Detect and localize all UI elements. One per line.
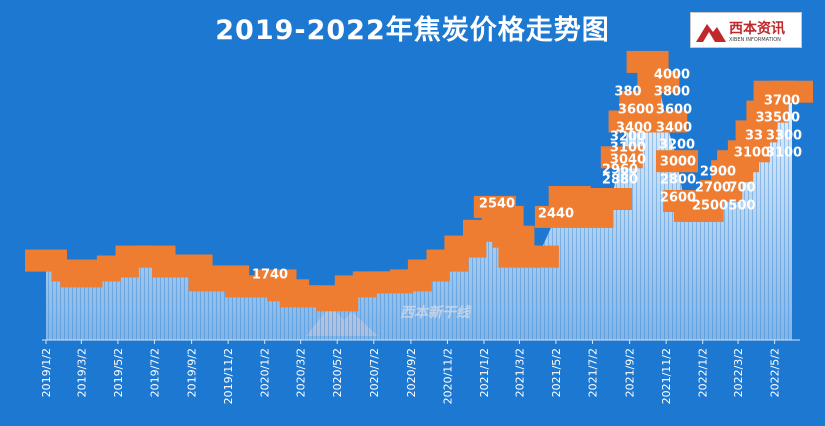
x-tick-label: 2021/1/2 bbox=[478, 348, 491, 397]
data-label: 2700 bbox=[695, 181, 731, 196]
x-tick-label: 2022/1/2 bbox=[697, 348, 710, 397]
x-tick-label: 2022/5/2 bbox=[769, 348, 782, 397]
data-label: 3400 bbox=[616, 121, 652, 136]
x-tick-label: 2021/9/2 bbox=[624, 348, 637, 397]
data-label: 2600 bbox=[660, 191, 696, 206]
data-label: 3040 bbox=[610, 153, 646, 168]
data-label-box bbox=[700, 180, 743, 202]
data-label: 2880 bbox=[602, 173, 638, 188]
data-label-box bbox=[681, 199, 724, 222]
data-label: 2960 bbox=[602, 163, 638, 178]
data-label-box bbox=[571, 205, 614, 228]
data-label: 3600 bbox=[618, 103, 654, 118]
x-tick-label: 2020/7/2 bbox=[368, 348, 381, 397]
x-tick-label: 2021/3/2 bbox=[513, 348, 526, 397]
logo-subtitle: XIBEN INFORMATION bbox=[729, 37, 781, 43]
data-label: 380 bbox=[614, 85, 641, 100]
data-label-box bbox=[608, 110, 651, 133]
x-tick-label: 2020/11/2 bbox=[442, 348, 455, 404]
data-label: 3100 bbox=[610, 141, 646, 156]
data-label: 2440 bbox=[538, 207, 574, 222]
data-label: 3100 bbox=[766, 146, 802, 161]
data-label: 3400 bbox=[656, 121, 692, 136]
data-label: 700 bbox=[728, 181, 755, 196]
data-label-box bbox=[637, 70, 680, 93]
mountain-logo-icon bbox=[696, 24, 726, 42]
data-label: 4000 bbox=[654, 68, 690, 83]
x-tick-label: 2019/9/2 bbox=[186, 348, 199, 397]
x-tick-label: 2020/3/2 bbox=[295, 348, 308, 397]
x-tick-label: 2019/5/2 bbox=[112, 348, 125, 397]
brand-logo: 西本资讯 XIBEN INFORMATION bbox=[690, 12, 802, 48]
data-label: 2800 bbox=[660, 173, 696, 188]
data-label-box bbox=[746, 100, 789, 123]
x-tick-label: 2020/1/2 bbox=[259, 348, 272, 397]
logo-name: 西本资讯 bbox=[729, 21, 785, 37]
data-label-box bbox=[492, 225, 535, 248]
data-label: 3700 bbox=[764, 94, 800, 109]
x-tick-label: 2019/1/2 bbox=[40, 348, 53, 397]
x-tick-label: 2020/5/2 bbox=[331, 348, 344, 397]
data-label-box bbox=[735, 120, 778, 143]
x-tick-label: 2022/3/2 bbox=[732, 348, 745, 397]
x-tick-label: 2019/7/2 bbox=[149, 348, 162, 397]
data-label-box bbox=[619, 90, 662, 113]
data-label: 3200 bbox=[659, 138, 695, 153]
x-tick-label: 2019/3/2 bbox=[75, 348, 88, 397]
x-tick-label: 2019/11/2 bbox=[222, 348, 235, 404]
data-label-box bbox=[771, 80, 813, 103]
data-label-box bbox=[590, 188, 632, 210]
data-label-box bbox=[600, 146, 643, 169]
watermark-text: 西本新干线 bbox=[400, 305, 470, 321]
data-label: 3600 bbox=[656, 103, 692, 118]
x-tick-label: 2021/11/2 bbox=[660, 348, 673, 404]
x-tick-label: 2021/7/2 bbox=[587, 348, 600, 397]
data-label: 3100 bbox=[734, 146, 770, 161]
data-label: 2500 bbox=[692, 199, 728, 214]
data-label: 500 bbox=[728, 199, 755, 214]
data-label: 3000 bbox=[660, 155, 696, 170]
data-label-box bbox=[516, 245, 559, 268]
data-label: 1740 bbox=[252, 268, 288, 283]
x-tick-label: 2020/9/2 bbox=[405, 348, 418, 397]
data-label-box bbox=[656, 150, 698, 173]
data-label: 3300 bbox=[766, 129, 802, 144]
data-label: 3 bbox=[755, 111, 764, 126]
data-label: 3500 bbox=[764, 111, 800, 126]
data-label-box bbox=[481, 205, 524, 228]
data-label: 2540 bbox=[479, 197, 515, 212]
data-label-box bbox=[645, 110, 688, 133]
data-label: 33 bbox=[745, 129, 763, 144]
data-label-box bbox=[626, 50, 669, 73]
price-area-texture bbox=[46, 61, 792, 341]
data-label: 3200 bbox=[610, 130, 646, 145]
chart-title: 2019-2022年焦炭价格走势图 bbox=[215, 15, 610, 46]
x-tick-label: 2021/5/2 bbox=[550, 348, 563, 397]
data-label: 3800 bbox=[654, 85, 690, 100]
data-label-box bbox=[727, 140, 770, 163]
data-label: 2900 bbox=[700, 165, 736, 180]
